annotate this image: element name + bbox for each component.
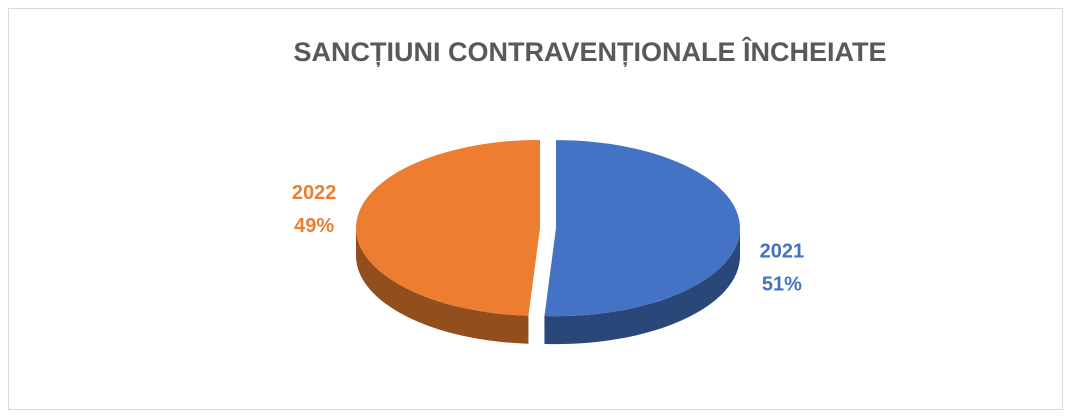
slice — [544, 140, 740, 317]
slice-label: 2021 — [760, 240, 805, 262]
slice-side — [356, 227, 529, 344]
slice — [356, 139, 541, 316]
chart-title: SANCȚIUNI CONTRAVENȚIONALE ÎNCHEIATE — [294, 36, 887, 67]
slice-value-label: 49% — [294, 215, 334, 237]
slice-value-label: 51% — [762, 273, 802, 295]
slice-label: 2022 — [292, 182, 337, 204]
slice-side — [544, 228, 740, 345]
